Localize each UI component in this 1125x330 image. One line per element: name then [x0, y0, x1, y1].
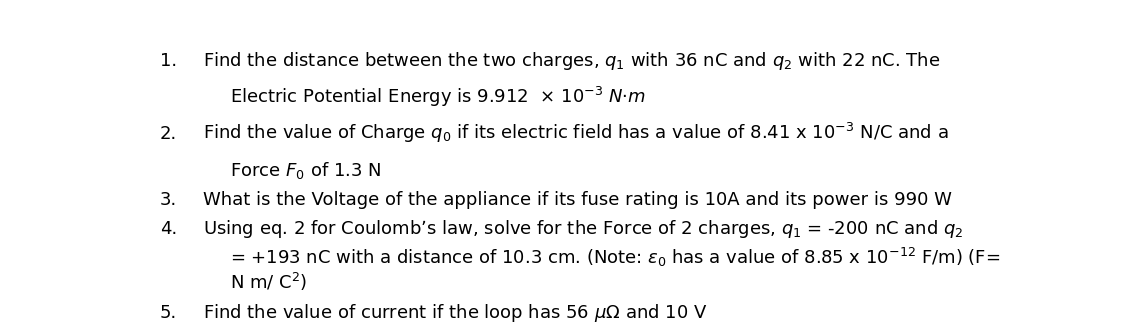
- Text: Find the value of current if the loop has 56 $\mu\Omega$ and 10 V: Find the value of current if the loop ha…: [204, 302, 708, 324]
- Text: Find the value of Charge $q_0$ if its electric field has a value of 8.41 x 10$^{: Find the value of Charge $q_0$ if its el…: [204, 120, 948, 145]
- Text: = +193 nC with a distance of 10.3 cm. (Note: $\varepsilon_0$ has a value of 8.85: = +193 nC with a distance of 10.3 cm. (N…: [229, 247, 1000, 270]
- Text: Force $F_0$ of 1.3 N: Force $F_0$ of 1.3 N: [229, 159, 380, 181]
- Text: 2.: 2.: [160, 125, 177, 143]
- Text: 4.: 4.: [160, 220, 177, 238]
- Text: Using eq. 2 for Coulomb’s law, solve for the Force of 2 charges, $q_1$ = -200 nC: Using eq. 2 for Coulomb’s law, solve for…: [204, 218, 964, 240]
- Text: Find the distance between the two charges, $q_1$ with 36 nC and $q_2$ with 22 nC: Find the distance between the two charge…: [204, 50, 940, 72]
- Text: 5.: 5.: [160, 304, 177, 322]
- Text: Electric Potential Energy is 9.912  $\times$ 10$^{-3}$ $N{\cdot}m$: Electric Potential Energy is 9.912 $\tim…: [229, 85, 646, 109]
- Text: N m/ C$^2$): N m/ C$^2$): [229, 271, 307, 293]
- Text: What is the Voltage of the appliance if its fuse rating is 10A and its power is : What is the Voltage of the appliance if …: [204, 191, 952, 209]
- Text: 3.: 3.: [160, 191, 177, 209]
- Text: 1.: 1.: [160, 52, 177, 70]
